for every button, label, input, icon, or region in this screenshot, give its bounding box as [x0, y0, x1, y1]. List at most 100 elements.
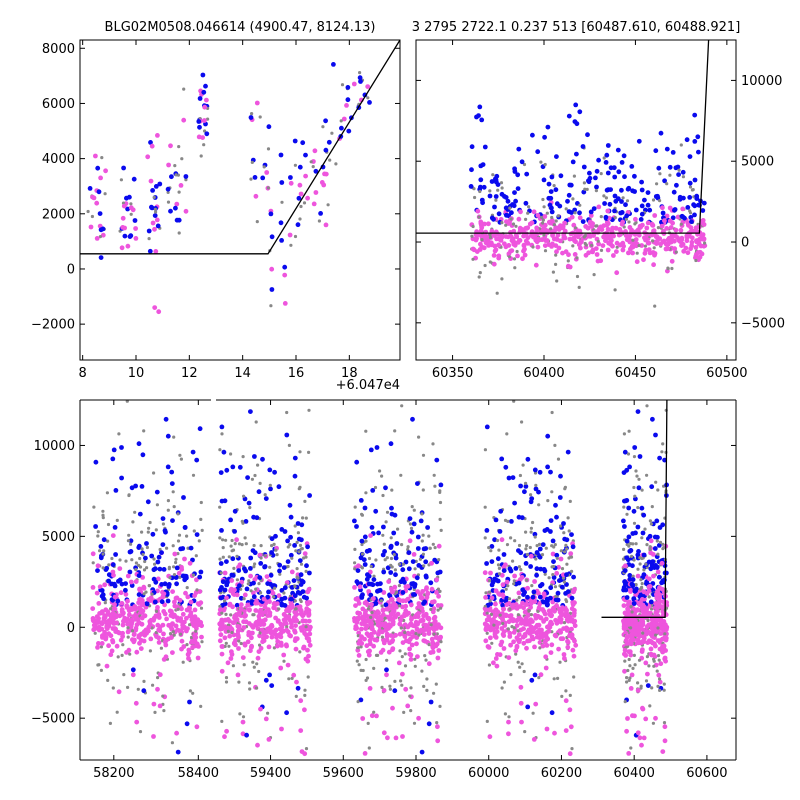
data-point — [423, 625, 429, 631]
data-point — [218, 470, 224, 475]
data-point — [693, 245, 699, 250]
data-point — [168, 624, 174, 630]
data-point — [577, 109, 583, 115]
data-point — [354, 620, 360, 625]
data-point — [138, 730, 143, 734]
data-point — [632, 558, 636, 562]
data-point — [517, 543, 522, 548]
data-point — [172, 565, 176, 569]
data-point — [326, 203, 330, 207]
data-point — [569, 595, 575, 601]
data-point — [514, 224, 518, 228]
data-point — [293, 585, 297, 589]
data-point — [636, 549, 641, 554]
data-point — [291, 578, 297, 583]
data-point — [233, 542, 237, 546]
panel-bottom-model-line — [601, 400, 668, 618]
data-point — [388, 543, 394, 549]
data-point — [179, 564, 184, 570]
data-point — [494, 663, 500, 669]
data-point — [487, 193, 493, 199]
data-point — [125, 400, 129, 403]
data-point — [489, 612, 494, 617]
data-point — [509, 210, 514, 216]
data-point — [372, 666, 376, 671]
data-point — [126, 685, 130, 690]
data-point — [312, 148, 318, 154]
data-point — [438, 482, 444, 488]
data-point — [389, 536, 393, 540]
data-point — [185, 534, 189, 538]
data-point — [648, 704, 652, 708]
data-point — [569, 532, 574, 537]
data-point — [252, 543, 256, 548]
data-point — [389, 589, 395, 595]
data-point — [190, 639, 196, 645]
data-point — [184, 615, 189, 621]
data-point — [515, 253, 520, 259]
data-point — [177, 231, 181, 235]
data-point — [569, 632, 575, 638]
data-point — [555, 590, 561, 596]
data-point — [675, 235, 680, 241]
data-point — [469, 167, 474, 173]
data-point — [111, 686, 115, 690]
data-point — [554, 594, 558, 599]
data-point — [604, 196, 609, 200]
data-point — [520, 256, 525, 262]
data-point — [631, 596, 637, 601]
data-point — [519, 159, 525, 165]
data-point — [516, 514, 522, 520]
data-point — [593, 175, 598, 181]
data-point — [258, 561, 264, 566]
data-point — [156, 615, 162, 620]
data-point — [556, 457, 561, 461]
data-point — [492, 233, 497, 239]
data-point — [562, 656, 567, 661]
data-point — [537, 631, 543, 637]
data-point — [403, 652, 407, 656]
data-point — [230, 464, 236, 470]
data-point — [182, 556, 187, 562]
data-point — [236, 646, 241, 651]
x-tick-label: 60000 — [468, 766, 509, 781]
data-point — [639, 505, 645, 511]
data-point — [250, 160, 254, 164]
data-point — [192, 633, 197, 639]
data-point — [136, 592, 142, 597]
data-point — [688, 225, 694, 231]
data-point — [628, 589, 633, 594]
data-point — [526, 211, 530, 215]
data-point — [353, 561, 357, 565]
data-point — [380, 608, 386, 613]
data-point — [653, 432, 658, 438]
data-point — [400, 655, 404, 659]
data-point — [282, 595, 288, 601]
data-point — [364, 491, 368, 495]
data-point — [552, 545, 556, 549]
data-point — [298, 191, 304, 197]
data-point — [636, 567, 640, 571]
data-point — [555, 232, 561, 238]
data-point — [277, 562, 283, 568]
data-point — [279, 527, 285, 532]
data-point — [646, 618, 650, 623]
data-point — [152, 195, 156, 199]
data-point — [523, 200, 529, 206]
data-point — [645, 473, 649, 477]
data-point — [554, 219, 558, 223]
data-point — [571, 244, 575, 248]
data-point — [569, 606, 575, 612]
data-point — [174, 201, 180, 207]
data-point — [658, 241, 663, 247]
data-point — [356, 646, 360, 650]
data-point — [662, 682, 666, 686]
data-point — [524, 530, 528, 534]
data-point — [194, 629, 198, 633]
data-point — [95, 568, 100, 573]
data-point — [689, 239, 695, 245]
data-point — [652, 641, 657, 647]
data-point — [648, 599, 654, 605]
data-point — [157, 672, 163, 678]
